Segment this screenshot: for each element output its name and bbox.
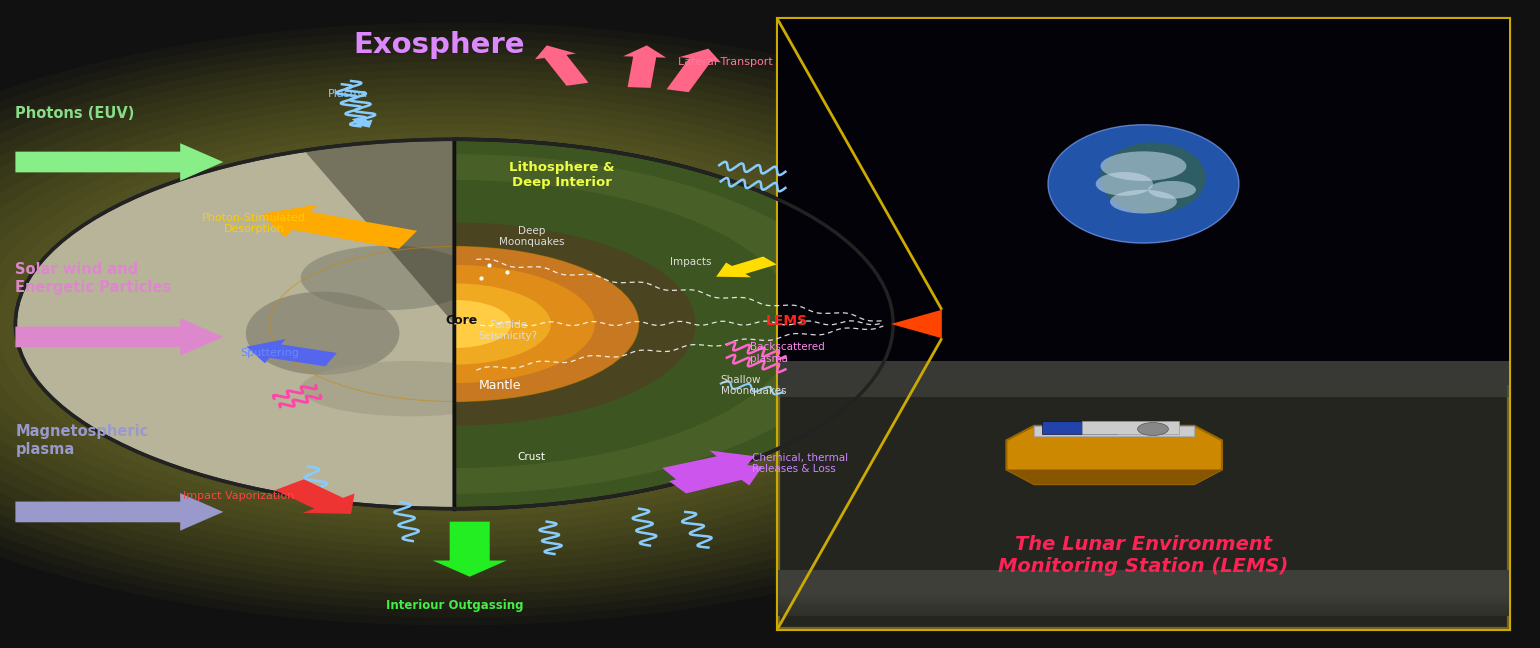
Text: Crust: Crust — [517, 452, 545, 462]
Ellipse shape — [1047, 124, 1238, 243]
Ellipse shape — [1096, 172, 1153, 196]
Polygon shape — [1007, 426, 1223, 484]
Wedge shape — [305, 139, 604, 324]
Text: Plasma: Plasma — [328, 89, 368, 99]
Bar — [778, 577, 1509, 602]
Bar — [778, 573, 1509, 597]
Text: Core: Core — [447, 314, 477, 327]
Bar — [778, 590, 1509, 614]
FancyArrow shape — [662, 450, 755, 481]
Text: Lateral Transport: Lateral Transport — [678, 56, 773, 67]
Ellipse shape — [1101, 143, 1206, 213]
Wedge shape — [454, 180, 796, 468]
Bar — [778, 575, 1509, 599]
Bar — [1081, 421, 1180, 434]
FancyArrow shape — [716, 257, 776, 277]
Text: Solar wind and
Energetic Particles: Solar wind and Energetic Particles — [15, 262, 171, 295]
Bar — [778, 584, 1509, 609]
Text: Chemical, thermal
Releases & Loss: Chemical, thermal Releases & Loss — [752, 452, 847, 474]
FancyArrow shape — [667, 49, 721, 92]
Text: LEMS: LEMS — [765, 314, 807, 328]
Bar — [778, 587, 1509, 612]
Bar — [778, 570, 1509, 594]
Ellipse shape — [1149, 181, 1197, 199]
Ellipse shape — [1110, 190, 1177, 213]
Circle shape — [15, 139, 893, 509]
Text: Shallow
Moonquakes: Shallow Moonquakes — [721, 375, 787, 397]
Text: Sputtering: Sputtering — [240, 348, 299, 358]
FancyArrow shape — [276, 480, 354, 514]
Text: Magnetospheric
plasma: Magnetospheric plasma — [15, 424, 149, 457]
Text: Mantle: Mantle — [479, 379, 522, 392]
Text: Exosphere: Exosphere — [353, 31, 525, 60]
Wedge shape — [454, 283, 551, 365]
FancyArrow shape — [534, 45, 588, 86]
Text: Deep
Moonquakes: Deep Moonquakes — [499, 226, 564, 248]
Text: Photon-Stimulated
Desorption: Photon-Stimulated Desorption — [202, 213, 306, 235]
Polygon shape — [1035, 426, 1195, 435]
Wedge shape — [454, 300, 511, 348]
Wedge shape — [454, 222, 696, 426]
Polygon shape — [892, 310, 942, 338]
Wedge shape — [454, 139, 893, 509]
Bar — [1041, 421, 1118, 434]
FancyArrow shape — [668, 462, 762, 494]
Ellipse shape — [246, 292, 399, 375]
Text: The Lunar Environment
Monitoring Station (LEMS): The Lunar Environment Monitoring Station… — [998, 535, 1289, 576]
Circle shape — [1138, 422, 1169, 435]
Bar — [778, 592, 1509, 616]
FancyArrow shape — [262, 205, 417, 249]
Bar — [778, 360, 1509, 397]
Ellipse shape — [300, 361, 521, 416]
FancyArrow shape — [15, 318, 223, 356]
Bar — [778, 360, 1509, 629]
Bar — [778, 580, 1509, 604]
Text: Lithosphere &
Deep Interior: Lithosphere & Deep Interior — [510, 161, 614, 189]
Wedge shape — [454, 265, 594, 383]
Text: Backscattered
plasma: Backscattered plasma — [750, 342, 825, 364]
Bar — [778, 19, 1509, 629]
FancyArrow shape — [433, 522, 507, 577]
FancyArrow shape — [15, 493, 223, 531]
Ellipse shape — [1047, 124, 1238, 243]
Ellipse shape — [300, 246, 476, 310]
Wedge shape — [454, 246, 639, 402]
Text: Farside
Seismicity?: Farside Seismicity? — [479, 319, 537, 341]
Bar — [778, 19, 1509, 385]
Wedge shape — [454, 154, 858, 494]
FancyArrow shape — [624, 45, 667, 88]
Text: Photons (EUV): Photons (EUV) — [15, 106, 136, 121]
FancyArrow shape — [15, 143, 223, 181]
FancyArrow shape — [246, 339, 337, 366]
Text: Interiour Outgassing: Interiour Outgassing — [385, 599, 524, 612]
Bar — [778, 583, 1509, 607]
Text: Impact Vaporization: Impact Vaporization — [183, 491, 294, 501]
Ellipse shape — [1101, 152, 1186, 181]
Polygon shape — [1007, 470, 1223, 484]
Text: Impacts: Impacts — [670, 257, 711, 268]
FancyArrow shape — [351, 117, 373, 128]
